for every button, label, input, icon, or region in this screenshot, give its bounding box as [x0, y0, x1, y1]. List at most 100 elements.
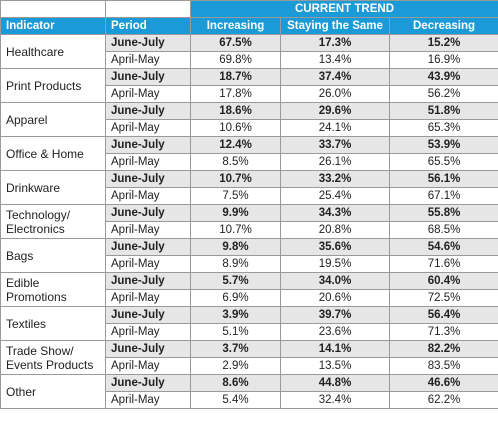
table-row: Textiles June-July 3.9% 39.7% 56.4% — [0, 306, 498, 341]
period-cell: June-July — [105, 340, 191, 358]
column-header: Period — [105, 17, 191, 35]
value-cell: 9.8% — [190, 238, 281, 256]
value-cell: 55.8% — [388, 204, 498, 222]
value-cell: 14.1% — [280, 340, 390, 358]
value-cell: 16.9% — [388, 51, 498, 69]
period-cell: June-July — [105, 272, 191, 290]
value-cell: 20.8% — [280, 221, 390, 239]
value-cell: 32.4% — [280, 391, 390, 409]
value-cell: 2.9% — [190, 357, 281, 375]
value-cell: 71.6% — [388, 255, 498, 273]
value-cell: 39.7% — [280, 306, 390, 324]
value-cell: 56.1% — [388, 170, 498, 188]
value-cell: 56.4% — [388, 306, 498, 324]
group-header: CURRENT TREND — [189, 0, 498, 18]
table-row: April-May 8.5% 26.1% 65.5% — [1, 153, 498, 171]
table-row: Healthcare June-July 67.5% 17.3% 15.2% — [0, 34, 498, 69]
value-cell: 24.1% — [280, 119, 390, 137]
value-cell: 35.6% — [280, 238, 390, 256]
value-cell: 56.2% — [388, 85, 498, 103]
value-cell: 34.0% — [280, 272, 390, 290]
value-cell: 82.2% — [388, 340, 498, 358]
table-row: April-May 10.6% 24.1% 65.3% — [1, 119, 498, 137]
value-cell: 18.6% — [190, 102, 281, 120]
table-row: April-May 5.4% 32.4% 62.2% — [1, 391, 498, 409]
period-cell: April-May — [105, 289, 191, 307]
column-header: Decreasing — [388, 17, 498, 35]
value-cell: 20.6% — [280, 289, 390, 307]
period-cell: June-July — [105, 136, 191, 154]
period-cell: June-July — [105, 306, 191, 324]
value-cell: 8.6% — [190, 374, 281, 392]
period-cell: June-July — [105, 102, 191, 120]
table-row: Bags June-July 9.8% 35.6% 54.6% — [0, 238, 498, 273]
table-row: April-May 5.1% 23.6% 71.3% — [1, 323, 498, 341]
period-cell: June-July — [105, 204, 191, 222]
value-cell: 83.5% — [388, 357, 498, 375]
period-cell: April-May — [105, 221, 191, 239]
period-cell: April-May — [105, 187, 191, 205]
value-cell: 53.9% — [388, 136, 498, 154]
value-cell: 29.6% — [280, 102, 390, 120]
blank-cell — [0, 0, 106, 18]
value-cell: 33.2% — [280, 170, 390, 188]
value-cell: 10.7% — [190, 221, 281, 239]
table-row: April-May 2.9% 13.5% 83.5% — [1, 357, 498, 375]
indicator-cell: Edible Promotions — [0, 272, 106, 307]
period-cell: April-May — [105, 323, 191, 341]
table-row: Drinkware June-July 10.7% 33.2% 56.1% — [0, 170, 498, 205]
value-cell: 67.1% — [388, 187, 498, 205]
value-cell: 25.4% — [280, 187, 390, 205]
table-row: Print Products June-July 18.7% 37.4% 43.9% — [0, 68, 498, 103]
blank-cell — [105, 0, 191, 18]
table-row: Office & Home June-July 12.4% 33.7% 53.9% — [0, 136, 498, 171]
indicator-cell: Bags — [0, 238, 106, 273]
period-cell: April-May — [105, 255, 191, 273]
table-row: Trade Show/ Events Products June-July 3.7%… — [0, 340, 498, 375]
value-cell: 69.8% — [190, 51, 281, 69]
table-row: Technology/ Electronics June-July 9.9% 34.3… — [0, 204, 498, 239]
value-cell: 19.5% — [280, 255, 390, 273]
value-cell: 34.3% — [280, 204, 390, 222]
value-cell: 9.9% — [190, 204, 281, 222]
value-cell: 8.5% — [190, 153, 281, 171]
indicator-cell: Textiles — [0, 306, 106, 341]
table-row: Other June-July 8.6% 44.8% 46.6% — [0, 374, 498, 409]
column-header: Increasing — [190, 17, 281, 35]
period-cell: June-July — [105, 238, 191, 256]
value-cell: 17.3% — [280, 34, 390, 52]
period-cell: June-July — [105, 374, 191, 392]
indicator-cell: Healthcare — [0, 34, 106, 69]
value-cell: 54.6% — [388, 238, 498, 256]
value-cell: 26.1% — [280, 153, 390, 171]
value-cell: 13.5% — [280, 357, 390, 375]
value-cell: 71.3% — [388, 323, 498, 341]
table-row: April-May 7.5% 25.4% 67.1% — [1, 187, 498, 205]
value-cell: 65.3% — [388, 119, 498, 137]
value-cell: 44.8% — [280, 374, 390, 392]
table-row: Edible Promotions June-July 5.7% 34.0% 60.4% — [0, 272, 498, 307]
value-cell: 17.8% — [190, 85, 281, 103]
value-cell: 37.4% — [280, 68, 390, 86]
value-cell: 68.5% — [388, 221, 498, 239]
value-cell: 5.7% — [190, 272, 281, 290]
value-cell: 33.7% — [280, 136, 390, 154]
trend-table: CURRENT TREND Indicator Period Increasing S… — [0, 0, 498, 409]
value-cell: 3.9% — [190, 306, 281, 324]
value-cell: 3.7% — [190, 340, 281, 358]
value-cell: 51.8% — [388, 102, 498, 120]
value-cell: 60.4% — [388, 272, 498, 290]
period-cell: June-July — [105, 34, 191, 52]
value-cell: 5.4% — [190, 391, 281, 409]
column-header: Indicator — [0, 17, 106, 35]
period-cell: June-July — [105, 68, 191, 86]
value-cell: 62.2% — [388, 391, 498, 409]
period-cell: April-May — [105, 391, 191, 409]
value-cell: 10.7% — [190, 170, 281, 188]
indicator-cell: Trade Show/ Events Products — [0, 340, 106, 375]
column-header: Staying the Same — [280, 17, 390, 35]
value-cell: 6.9% — [190, 289, 281, 307]
value-cell: 7.5% — [190, 187, 281, 205]
indicator-cell: Apparel — [0, 102, 106, 137]
